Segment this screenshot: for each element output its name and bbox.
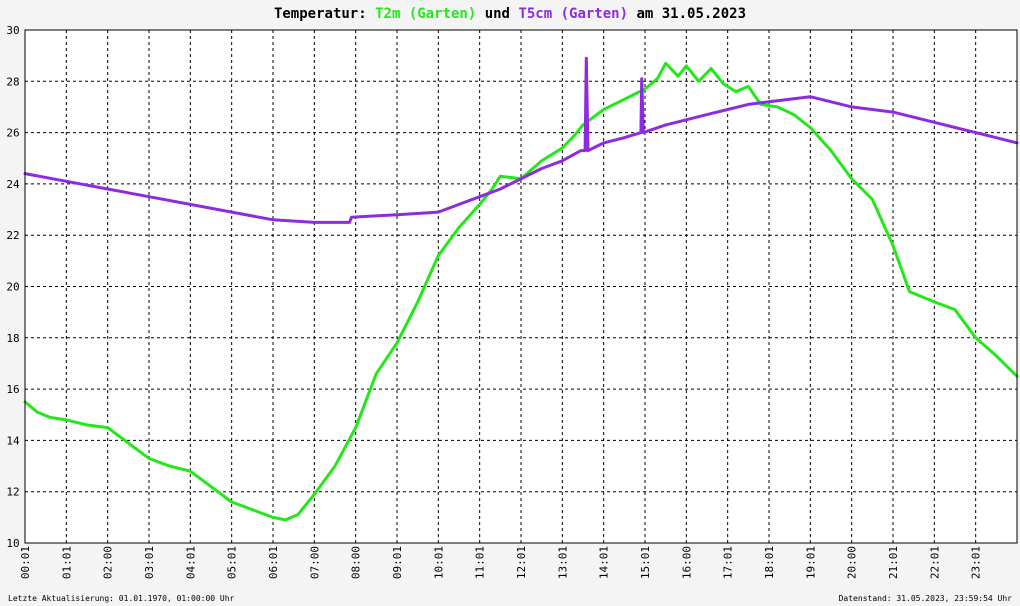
y-tick-label: 24 [6,178,20,191]
title-date: am 31.05.2023 [636,6,746,22]
y-tick-label: 22 [6,229,19,242]
series-t2m-line [23,61,1019,522]
x-axis-ticks: 00:01 01:01 02:00 03:01 04:01 05:01 06:01 07:00… [19,546,983,579]
x-tick-label: 07:00 [308,546,321,579]
last-update-text: Letzte Aktualisierung: 01.01.1970, 01:00… [8,594,235,603]
x-tick-label: 04:01 [184,546,197,579]
grid-lines [25,30,1017,543]
title-conjunction: und [485,6,510,22]
x-tick-label: 05:01 [226,546,239,579]
y-tick-label: 14 [6,434,20,447]
x-tick-label: 23:01 [970,546,983,579]
x-tick-label: 06:01 [267,546,280,579]
title-prefix: Temperatur: [274,6,367,22]
title-series-t2m: T2m (Garten) [375,6,476,22]
y-tick-label: 30 [6,24,19,37]
x-tick-label: 15:01 [639,546,652,579]
x-tick-label: 13:01 [556,546,569,579]
series-t5cm-line [23,56,1019,224]
x-tick-label: 19:01 [804,546,817,579]
y-tick-label: 16 [6,383,19,396]
x-tick-label: 21:01 [887,546,900,579]
x-tick-label: 01:01 [60,546,73,579]
y-tick-label: 28 [6,75,19,88]
x-tick-label: 16:00 [680,546,693,579]
x-tick-label: 14:01 [598,546,611,579]
y-tick-label: 10 [6,537,19,550]
x-tick-label: 18:01 [763,546,776,579]
series-lines [23,56,1019,522]
x-tick-label: 22:01 [928,546,941,579]
x-tick-label: 10:01 [432,546,445,579]
y-axis-ticks: 10 12 14 16 18 20 22 24 26 28 30 [6,24,20,550]
y-tick-label: 26 [6,127,19,140]
x-tick-label: 02:00 [102,546,115,579]
x-tick-label: 08:00 [350,546,363,579]
title-series-t5cm: T5cm (Garten) [518,6,628,22]
x-tick-label: 20:00 [846,546,859,579]
x-tick-label: 17:01 [722,546,735,579]
y-tick-label: 12 [6,486,19,499]
plot-border [24,29,1018,544]
data-status-text: Datenstand: 31.05.2023, 23:59:54 Uhr [839,594,1013,603]
x-tick-label: 09:01 [391,546,404,579]
x-tick-label: 12:01 [515,546,528,579]
chart-title: Temperatur: T2m (Garten) und T5cm (Garte… [274,6,746,22]
x-tick-label: 00:01 [19,546,32,579]
x-tick-label: 03:01 [143,546,156,579]
y-tick-label: 20 [6,281,19,294]
y-tick-label: 18 [6,332,19,345]
x-tick-label: 11:01 [474,546,487,579]
